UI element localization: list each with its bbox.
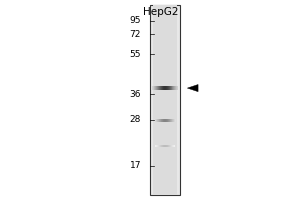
Bar	[150, 5, 180, 195]
Bar	[162, 86, 163, 90]
Bar	[172, 86, 173, 90]
Bar	[174, 86, 175, 90]
Bar	[176, 86, 177, 90]
Text: 72: 72	[130, 30, 141, 39]
Bar	[169, 86, 170, 90]
Bar	[166, 86, 167, 90]
Bar	[156, 86, 157, 90]
Text: HepG2: HepG2	[143, 7, 178, 17]
Bar	[167, 86, 168, 90]
Bar	[173, 86, 174, 90]
Bar	[155, 86, 156, 90]
Bar	[165, 86, 166, 90]
Bar	[154, 86, 155, 90]
Bar	[153, 86, 154, 90]
Bar	[160, 86, 161, 90]
Bar	[177, 86, 178, 90]
Bar	[160, 86, 161, 90]
Text: 36: 36	[130, 90, 141, 99]
Bar	[171, 86, 172, 90]
Bar	[152, 86, 153, 90]
Bar	[153, 5, 177, 195]
Bar	[157, 86, 158, 90]
Bar	[158, 86, 159, 90]
Bar	[168, 86, 169, 90]
Text: 17: 17	[130, 161, 141, 170]
Text: 28: 28	[130, 115, 141, 124]
Bar	[170, 86, 171, 90]
Bar	[154, 86, 155, 90]
Bar	[159, 86, 160, 90]
Bar	[164, 86, 165, 90]
Bar	[161, 86, 162, 90]
Bar	[175, 86, 176, 90]
Bar	[163, 86, 164, 90]
Text: 55: 55	[130, 50, 141, 59]
Polygon shape	[187, 85, 198, 92]
Bar	[169, 86, 170, 90]
Text: 95: 95	[130, 16, 141, 25]
